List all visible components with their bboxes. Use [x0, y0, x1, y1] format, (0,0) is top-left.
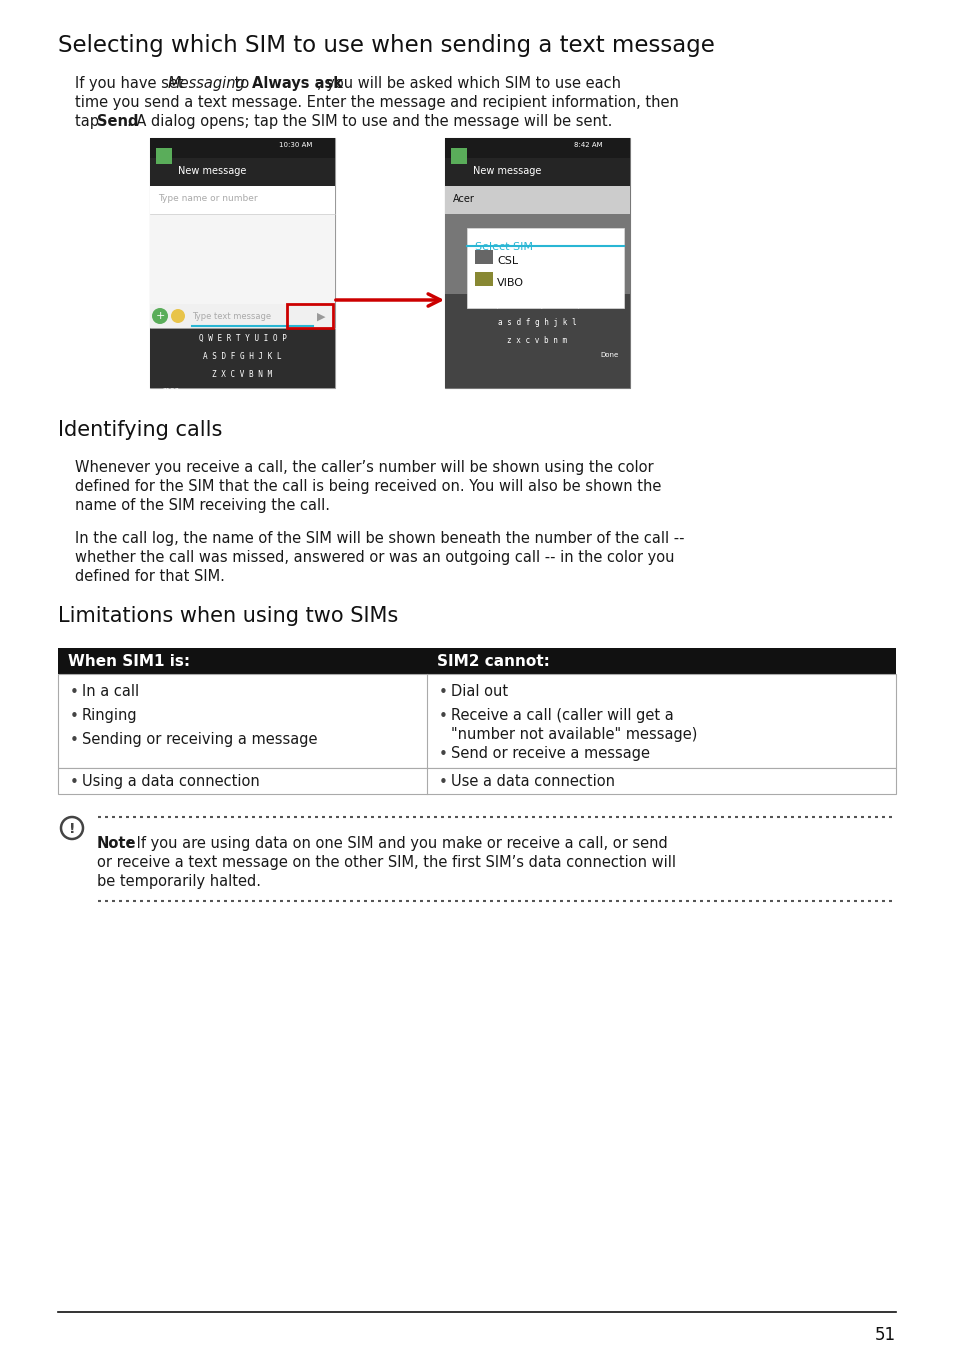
Text: Send or receive a message: Send or receive a message: [450, 746, 649, 761]
Text: •: •: [70, 685, 79, 700]
Text: : If you are using data on one SIM and you make or receive a call, or send: : If you are using data on one SIM and y…: [127, 836, 667, 850]
Text: name of the SIM receiving the call.: name of the SIM receiving the call.: [75, 498, 330, 512]
Text: Whenever you receive a call, the caller’s number will be shown using the color: Whenever you receive a call, the caller’…: [75, 460, 653, 475]
Text: SIM2 cannot:: SIM2 cannot:: [436, 654, 549, 669]
Text: ▶: ▶: [316, 312, 325, 322]
Text: Type name or number: Type name or number: [158, 193, 257, 203]
Text: •: •: [438, 748, 447, 763]
Text: Z X C V B N M: Z X C V B N M: [213, 370, 273, 379]
Text: , you will be asked which SIM to use each: , you will be asked which SIM to use eac…: [316, 76, 620, 91]
Text: z x c v b n m: z x c v b n m: [507, 337, 567, 345]
Text: q w e r t y u i o p: q w e r t y u i o p: [493, 300, 580, 310]
Text: 10:30 AM: 10:30 AM: [279, 142, 313, 147]
Text: •: •: [70, 708, 79, 725]
Text: Select SIM: Select SIM: [475, 242, 533, 251]
Text: time you send a text message. Enter the message and recipient information, then: time you send a text message. Enter the …: [75, 95, 679, 110]
Bar: [444, 214, 629, 293]
Text: •: •: [438, 775, 447, 790]
Text: •: •: [438, 708, 447, 725]
Text: or receive a text message on the other SIM, the first SIM’s data connection will: or receive a text message on the other S…: [97, 854, 676, 869]
Text: Always ask: Always ask: [252, 76, 343, 91]
Circle shape: [152, 308, 168, 324]
Text: tap: tap: [75, 114, 104, 128]
Text: to: to: [230, 76, 253, 91]
Text: a s d f g h j k l: a s d f g h j k l: [497, 318, 577, 327]
Text: Selecting which SIM to use when sending a text message: Selecting which SIM to use when sending …: [58, 34, 714, 57]
Text: If you have set: If you have set: [75, 76, 188, 91]
Bar: [150, 214, 335, 304]
Bar: [156, 147, 172, 164]
Text: Note: Note: [97, 836, 136, 850]
Bar: [150, 187, 335, 214]
Bar: [451, 147, 467, 164]
Bar: [475, 272, 493, 287]
Text: New message: New message: [473, 166, 540, 176]
Circle shape: [171, 310, 185, 323]
Text: Q W E R T Y U I O P: Q W E R T Y U I O P: [198, 334, 286, 343]
Text: +: +: [155, 311, 165, 320]
Text: 8:42 AM: 8:42 AM: [574, 142, 602, 147]
Bar: [287, 304, 333, 329]
Bar: [444, 158, 629, 187]
Bar: [58, 648, 895, 675]
Text: whether the call was missed, answered or was an outgoing call -- in the color yo: whether the call was missed, answered or…: [75, 550, 674, 565]
Text: Acer: Acer: [453, 193, 475, 204]
Text: Use a data connection: Use a data connection: [450, 773, 614, 790]
Text: •: •: [70, 775, 79, 790]
Bar: [444, 293, 629, 388]
Text: Limitations when using two SIMs: Limitations when using two SIMs: [58, 606, 397, 626]
Bar: [444, 138, 629, 388]
Text: Done: Done: [599, 352, 618, 358]
Bar: [58, 675, 895, 768]
Text: 51: 51: [874, 1326, 895, 1344]
Bar: [444, 187, 629, 214]
Text: Messaging: Messaging: [168, 76, 246, 91]
Bar: [475, 250, 493, 264]
Bar: [150, 329, 335, 388]
Text: Using a data connection: Using a data connection: [82, 773, 259, 790]
Bar: [150, 304, 335, 329]
Bar: [58, 768, 895, 794]
Text: be temporarily halted.: be temporarily halted.: [97, 873, 261, 890]
Text: VIBO: VIBO: [497, 279, 523, 288]
Text: Ringing: Ringing: [82, 708, 137, 723]
Text: !: !: [69, 822, 75, 836]
Text: Dial out: Dial out: [450, 684, 507, 699]
Text: •: •: [438, 685, 447, 700]
Text: When SIM1 is:: When SIM1 is:: [68, 654, 190, 669]
Bar: [150, 138, 335, 388]
Bar: [150, 138, 335, 158]
Text: Identifying calls: Identifying calls: [58, 420, 222, 439]
Text: In the call log, the name of the SIM will be shown beneath the number of the cal: In the call log, the name of the SIM wil…: [75, 531, 684, 546]
Text: Sending or receiving a message: Sending or receiving a message: [82, 731, 317, 748]
Text: defined for the SIM that the call is being received on. You will also be shown t: defined for the SIM that the call is bei…: [75, 479, 660, 493]
Bar: [444, 138, 629, 158]
Text: Type text message: Type text message: [192, 312, 271, 320]
Text: "number not available" message): "number not available" message): [450, 727, 697, 742]
Text: . A dialog opens; tap the SIM to use and the message will be sent.: . A dialog opens; tap the SIM to use and…: [127, 114, 612, 128]
Text: New message: New message: [178, 166, 246, 176]
Text: CSL: CSL: [497, 256, 517, 266]
Text: A S D F G H J K L: A S D F G H J K L: [203, 352, 281, 361]
Bar: [150, 158, 335, 187]
Text: In a call: In a call: [82, 684, 139, 699]
Text: ?123: ?123: [162, 388, 179, 393]
Text: defined for that SIM.: defined for that SIM.: [75, 569, 225, 584]
Bar: [467, 228, 623, 308]
Text: •: •: [70, 733, 79, 748]
Text: Receive a call (caller will get a: Receive a call (caller will get a: [450, 708, 673, 723]
Text: Send: Send: [97, 114, 138, 128]
